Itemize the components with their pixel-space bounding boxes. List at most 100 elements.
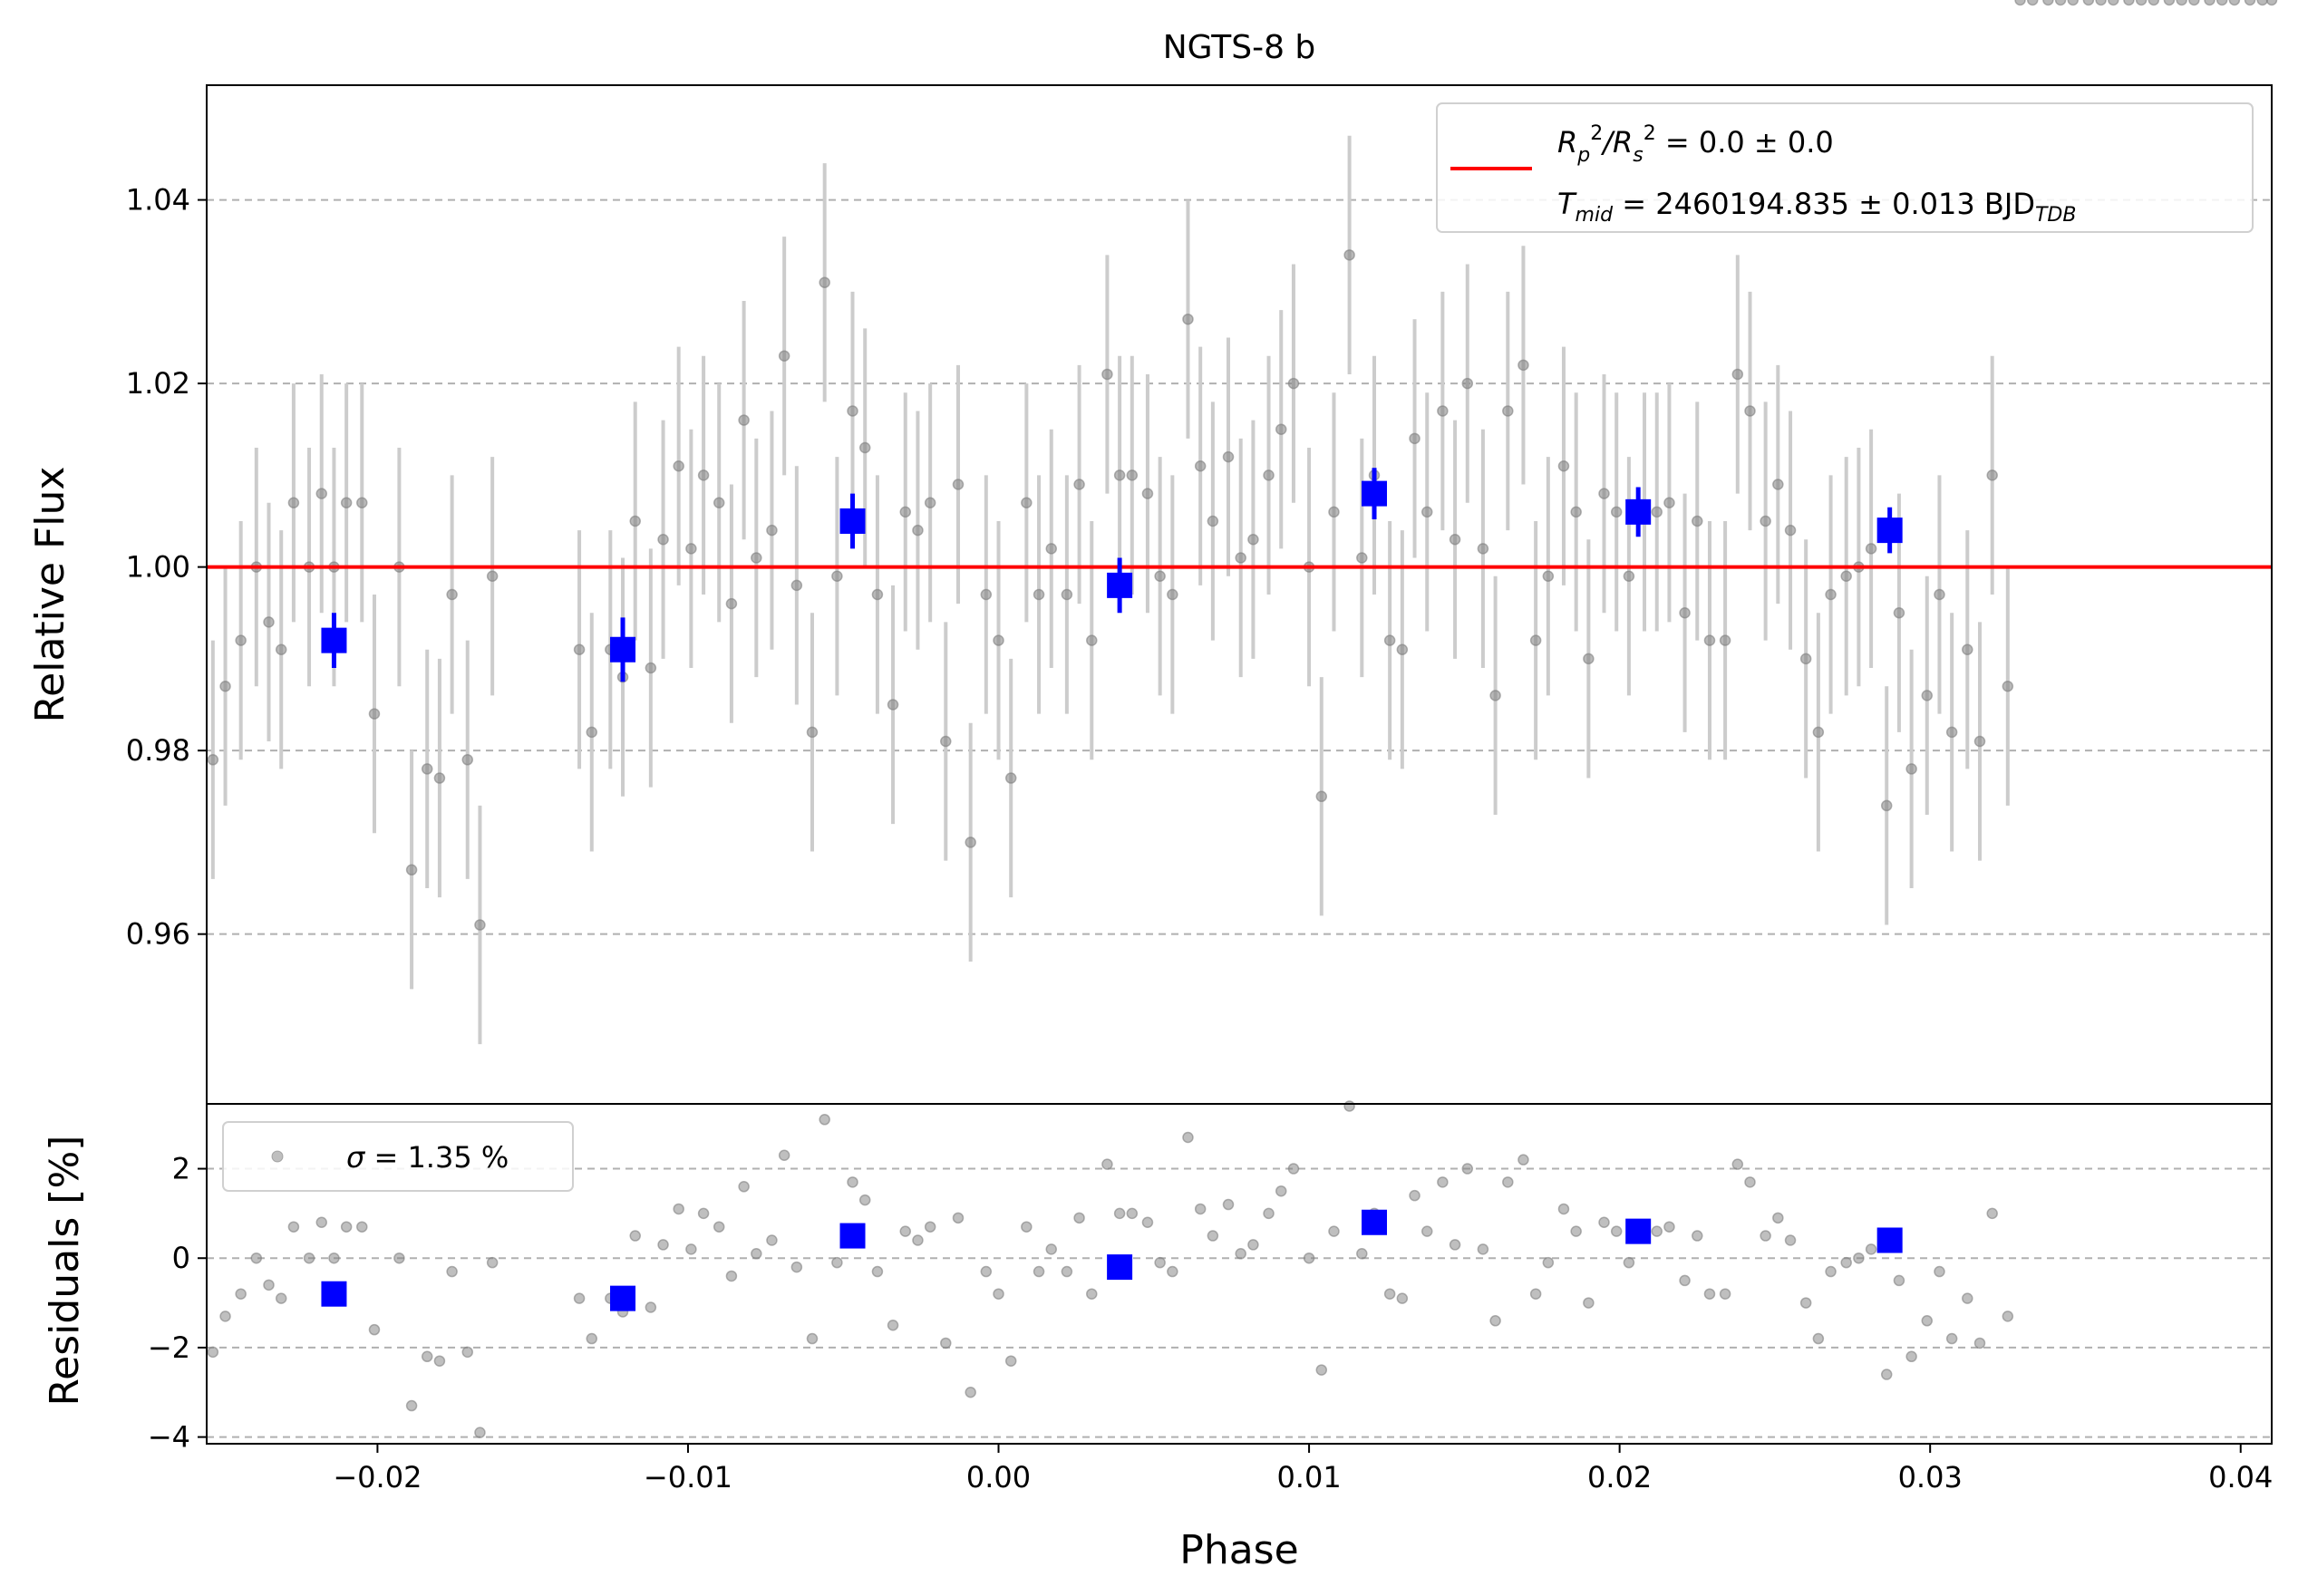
- residuals-panel: −4 −2 0 2 −0.02 −0.01 0.00 0.01 0.02 0.03 0.04 σ …: [42, 1100, 2273, 1573]
- resid-point: [645, 1301, 657, 1313]
- flux-point: [2067, 0, 2080, 6]
- flux-point: [1760, 515, 1771, 527]
- resid-point: [738, 1181, 750, 1193]
- resid-grid: [207, 1167, 2272, 1438]
- resid-binned-point: [1107, 1254, 1133, 1281]
- flux-point: [1167, 588, 1178, 601]
- flux-point: [2148, 0, 2160, 6]
- resid-point: [1610, 1225, 1623, 1237]
- flux-point: [980, 588, 993, 601]
- flux-ytick-label: 0.98: [126, 733, 190, 768]
- flux-point: [725, 597, 738, 610]
- flux-point: [1880, 799, 1893, 812]
- resid-point: [1880, 1369, 1893, 1380]
- flux-binned-point: [1625, 498, 1652, 525]
- flux-point: [1086, 634, 1098, 646]
- resid-legend-box: [222, 1121, 574, 1192]
- flux-point: [2188, 0, 2200, 6]
- resid-point: [1772, 1212, 1784, 1224]
- flux-point: [629, 515, 641, 527]
- flux-binned-point: [1107, 572, 1133, 598]
- resid-point: [1420, 1225, 1433, 1237]
- flux-point: [1542, 570, 1555, 582]
- flux-point: [2014, 0, 2026, 6]
- flux-point: [1986, 469, 1998, 481]
- flux-point: [421, 763, 433, 775]
- resid-point: [751, 1248, 762, 1260]
- resid-point: [1021, 1221, 1033, 1233]
- resid-point: [586, 1332, 598, 1345]
- flux-point: [1182, 313, 1194, 325]
- flux-points: [207, 0, 2278, 931]
- flux-point: [713, 497, 725, 508]
- resid-point: [1598, 1216, 1610, 1229]
- flux-point: [1222, 450, 1235, 463]
- flux-binned-point: [839, 508, 866, 534]
- flux-point: [1731, 368, 1744, 381]
- flux-point: [819, 276, 830, 288]
- flux-ytick-label: 0.96: [126, 917, 190, 952]
- resid-point: [263, 1279, 275, 1291]
- resid-xtick-label: 0.04: [2208, 1460, 2273, 1494]
- flux-point: [1207, 515, 1219, 527]
- flux-point: [993, 634, 1004, 646]
- resid-point: [1061, 1265, 1073, 1278]
- plot-title: NGTS-8 b: [1163, 29, 1316, 66]
- resid-point: [219, 1311, 231, 1322]
- resid-point: [2002, 1311, 2014, 1322]
- resid-point: [433, 1355, 446, 1367]
- flux-point: [486, 570, 499, 582]
- flux-point: [887, 699, 899, 711]
- flux-point: [446, 588, 458, 601]
- resid-point: [421, 1350, 433, 1363]
- flux-point: [1825, 588, 1837, 601]
- flux-point: [790, 579, 803, 592]
- resid-ytick-label: 0: [172, 1241, 190, 1275]
- resid-point: [1986, 1207, 1998, 1220]
- resid-point: [1812, 1332, 1825, 1345]
- resid-point: [1784, 1234, 1797, 1246]
- resid-binned-point: [1362, 1209, 1388, 1235]
- flux-point: [1154, 570, 1166, 582]
- flux-point: [263, 616, 275, 628]
- resid-point: [713, 1221, 725, 1233]
- resid-point: [1921, 1315, 1934, 1327]
- resid-point: [1962, 1292, 1973, 1304]
- flux-point: [356, 497, 368, 508]
- flux-point: [1033, 588, 1045, 601]
- flux-point: [952, 479, 965, 490]
- resid-point: [1542, 1256, 1555, 1269]
- flux-point: [433, 772, 446, 784]
- resid-point: [1799, 1297, 1812, 1309]
- flux-point: [1905, 763, 1917, 775]
- flux-point: [685, 543, 697, 555]
- resid-point: [790, 1261, 803, 1273]
- flux-panel: 0.96 0.98 1.00 1.02 1.04 Rp2/Rs2 = 0.0 ± 0.0…: [27, 0, 2278, 1105]
- flux-point: [673, 459, 684, 472]
- resid-point: [1154, 1256, 1166, 1269]
- resid-point: [778, 1149, 790, 1161]
- resid-point: [1623, 1256, 1635, 1269]
- flux-point: [1194, 459, 1207, 472]
- resid-point: [1825, 1265, 1837, 1278]
- flux-point: [474, 919, 486, 931]
- flux-binned-point: [1876, 517, 1903, 544]
- resid-point: [1570, 1225, 1582, 1237]
- flux-point: [831, 570, 843, 582]
- resid-point: [629, 1230, 641, 1242]
- resid-xtick-label: 0.03: [1898, 1460, 1963, 1494]
- flux-binned-point: [321, 627, 347, 653]
- flux-point: [207, 754, 219, 766]
- resid-point: [1449, 1239, 1461, 1251]
- resid-point: [993, 1288, 1004, 1300]
- resid-point: [393, 1252, 405, 1264]
- flux-point: [287, 497, 300, 508]
- flux-yticks: 0.96 0.98 1.00 1.02 1.04: [126, 183, 207, 952]
- resid-xticks: −0.02 −0.01 0.00 0.01 0.02 0.03 0.04: [333, 1444, 2273, 1494]
- flux-point: [1934, 588, 1945, 601]
- flux-point: [738, 414, 750, 426]
- flux-point: [1420, 506, 1433, 518]
- flux-point: [1343, 249, 1355, 261]
- resid-xtick-label: −0.02: [333, 1460, 422, 1494]
- resid-point: [1692, 1230, 1703, 1242]
